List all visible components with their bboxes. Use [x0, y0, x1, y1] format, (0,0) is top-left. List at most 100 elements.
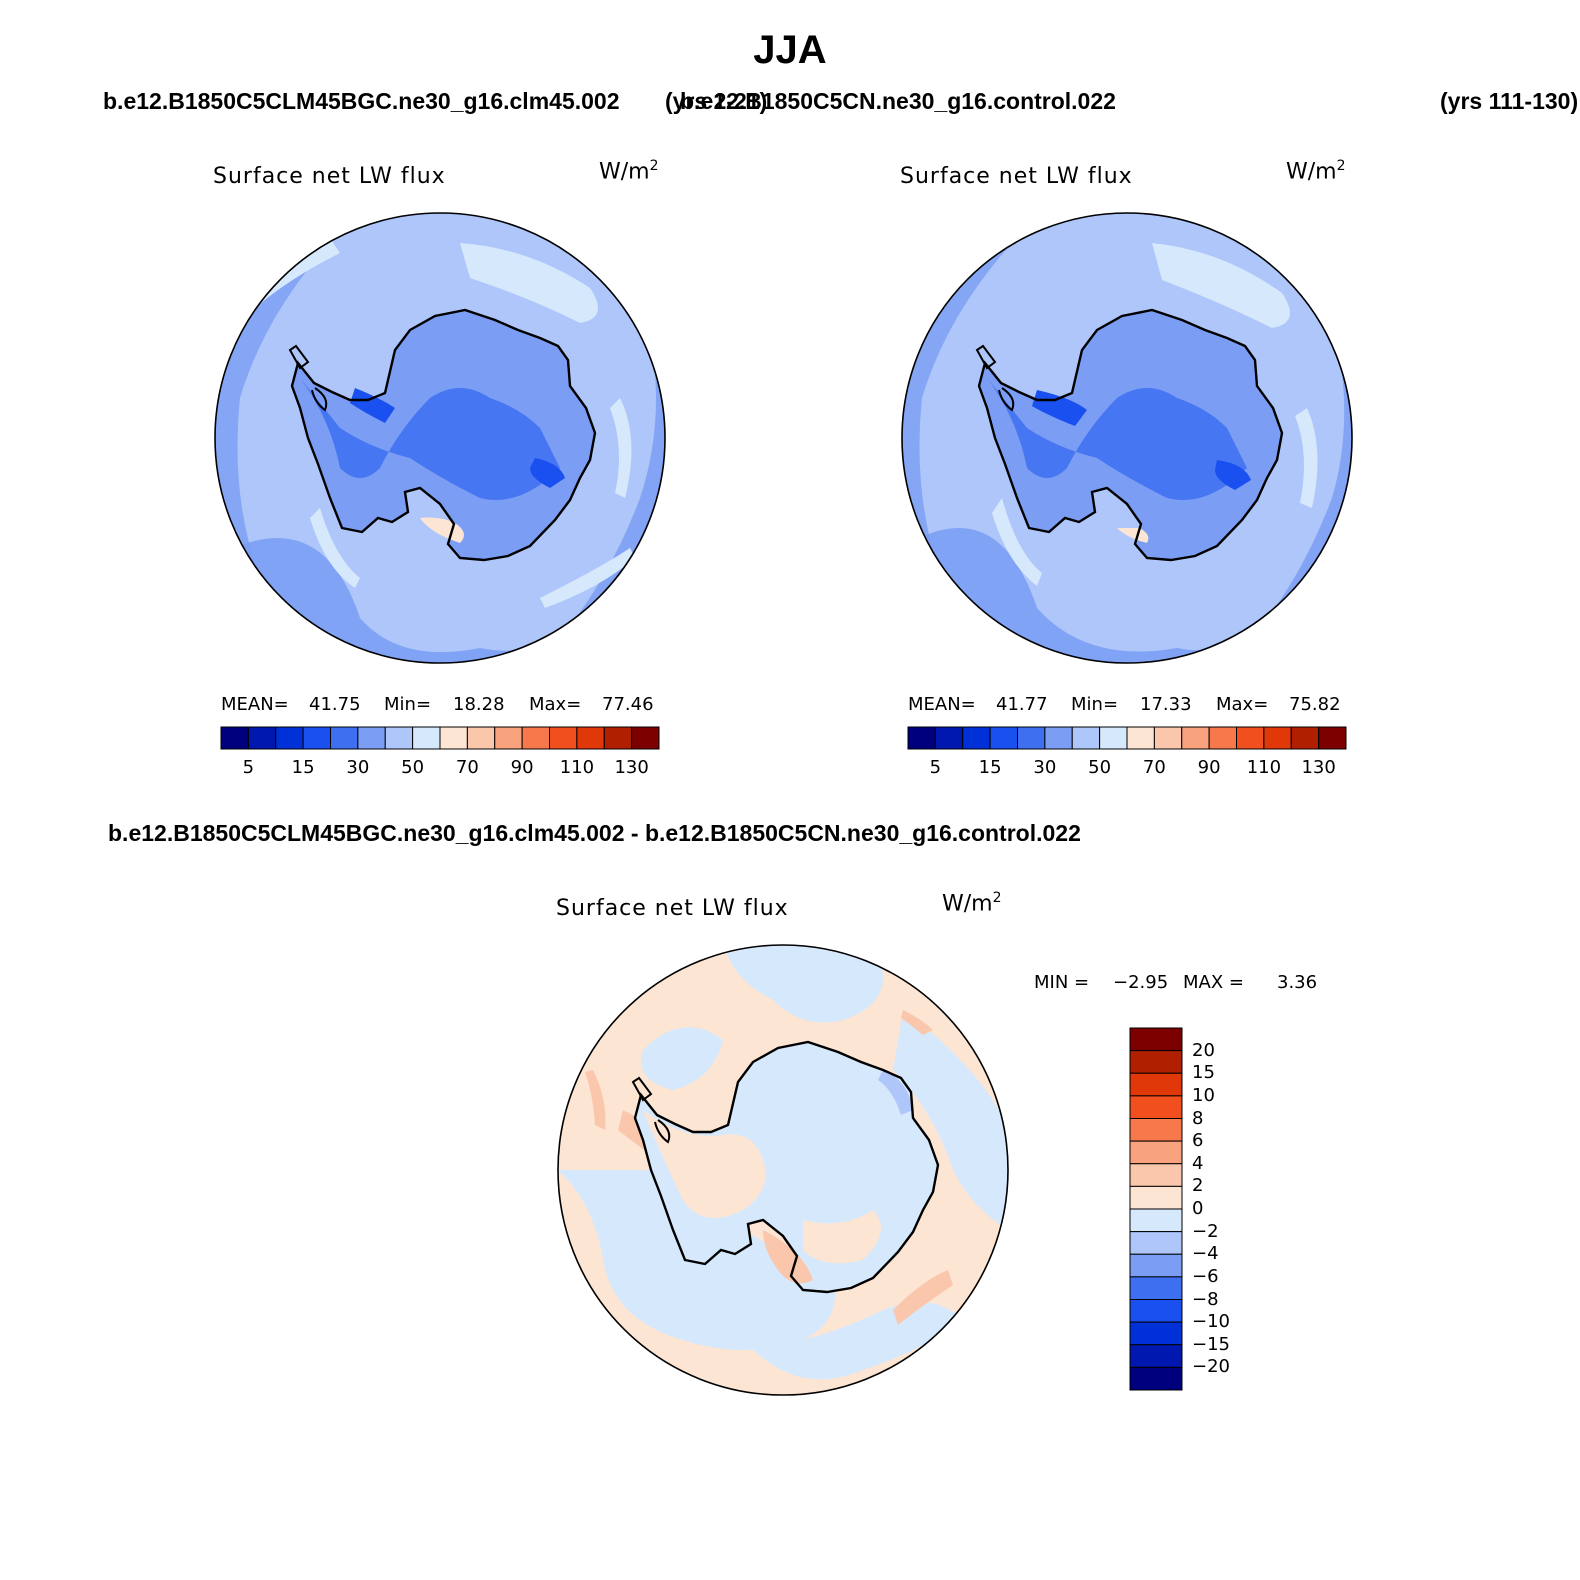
colorbar1-swatch	[247, 726, 277, 750]
map2-border	[901, 212, 1353, 664]
panel2-mean-label: MEAN=	[908, 694, 976, 715]
diff-warm-patch	[893, 1270, 953, 1325]
case-name-left: b.e12.B1850C5CLM45BGC.ne30_g16.clm45.002	[103, 88, 620, 114]
colorbar2-tick-label: 50	[1088, 757, 1112, 778]
colorbar2-swatch	[1126, 726, 1155, 750]
map-panel-diff	[557, 944, 1009, 1396]
colorbar1-swatch	[275, 726, 304, 750]
panel1-min-label: Min=	[384, 694, 432, 715]
colorbar1-swatch	[220, 726, 249, 750]
map-panel-1	[214, 212, 666, 664]
diff-panel-units: W/m2	[942, 890, 1002, 917]
colorbar1-swatch	[494, 726, 523, 750]
panel1-min-value: 18.28	[453, 694, 505, 715]
colorbar2-swatch	[907, 726, 936, 750]
colorbar2-swatch	[1017, 726, 1046, 750]
colorbar-diff-swatch	[1129, 1163, 1183, 1187]
diff-min-value: −2.95	[1113, 972, 1169, 993]
colorbar2-swatch	[934, 726, 964, 750]
map2-warm-patch	[1117, 528, 1149, 543]
colorbar-diff-swatch	[1129, 1299, 1183, 1323]
colorbar-diff-swatch	[1129, 1118, 1183, 1142]
colorbar-diff-label: 10	[1192, 1084, 1215, 1106]
panel1-title: Surface net LW flux	[213, 164, 446, 189]
colorbar-diff-label: 4	[1192, 1152, 1204, 1174]
colorbar1-tick-label: 110	[559, 757, 595, 778]
colorbar-diff-swatch	[1129, 1208, 1183, 1233]
colorbar2-swatch	[989, 726, 1018, 750]
colorbar-diff-swatch	[1129, 1185, 1183, 1210]
colorbar2-swatch	[962, 726, 991, 750]
colorbar1-swatch	[466, 726, 496, 750]
colorbar-diff-swatch	[1129, 1027, 1183, 1052]
colorbar2-swatch	[1263, 726, 1292, 750]
colorbar2-swatch	[1071, 726, 1101, 750]
colorbar-diff-label: −4	[1192, 1243, 1219, 1265]
colorbar-diff-label: 6	[1192, 1130, 1204, 1152]
diff-max-label: MAX =	[1183, 972, 1244, 993]
colorbar-diff-swatch	[1129, 1140, 1183, 1165]
panel1-units: W/m2	[599, 158, 659, 185]
colorbar-diff-swatch	[1129, 1276, 1183, 1300]
colorbar2-swatch	[1153, 726, 1183, 750]
colorbar-diff-swatch	[1129, 1253, 1183, 1278]
panel2-mean-value: 41.77	[996, 694, 1048, 715]
panel2-max-label: Max=	[1216, 694, 1269, 715]
colorbar2-swatch	[1099, 726, 1128, 750]
colorbar1-tick-label: 130	[614, 757, 649, 778]
map2-light-band	[1152, 243, 1290, 328]
panel2-units: W/m2	[1286, 158, 1346, 185]
colorbar-diff-label: −15	[1192, 1333, 1230, 1355]
colorbar-diff-swatch	[1129, 1072, 1183, 1097]
colorbar-diff-label: 2	[1192, 1175, 1204, 1197]
colorbar2-swatch	[1208, 726, 1237, 750]
colorbar1-swatch	[330, 726, 359, 750]
colorbar1-swatch	[576, 726, 605, 750]
colorbar-diff-swatch	[1129, 1231, 1183, 1255]
colorbar-panel-2	[907, 726, 1347, 750]
panel2-min-value: 17.33	[1140, 694, 1192, 715]
colorbar-diff-label: 15	[1192, 1062, 1215, 1084]
map1-light-band	[460, 243, 598, 323]
colorbar2-swatch	[1318, 726, 1347, 750]
diff-map-border	[557, 944, 1009, 1396]
colorbar-diff	[1129, 1027, 1183, 1391]
colorbar-diff-label: −6	[1192, 1265, 1219, 1287]
colorbar-diff-label: −20	[1192, 1356, 1230, 1378]
colorbar2-swatch	[1290, 726, 1320, 750]
colorbar1-tick-label: 70	[455, 757, 479, 778]
colorbar-diff-label: 0	[1192, 1198, 1204, 1219]
colorbar2-tick-label: 15	[978, 757, 1002, 778]
colorbar1-swatch	[357, 726, 386, 750]
colorbar2-tick-label: 70	[1142, 757, 1166, 778]
panel1-mean-value: 41.75	[309, 694, 361, 715]
years-left: (yrs 2-21)	[665, 88, 768, 114]
colorbar-diff-label: −2	[1192, 1220, 1219, 1242]
case-name-right: b.e12.B1850C5CN.ne30_g16.control.022	[680, 88, 1116, 114]
colorbar1-swatch	[521, 726, 550, 750]
colorbar-diff-swatch	[1129, 1321, 1183, 1346]
colorbar1-swatch	[603, 726, 633, 750]
colorbar2-tick-label: 130	[1301, 757, 1336, 778]
colorbar1-tick-label: 15	[291, 757, 315, 778]
colorbar1-swatch	[439, 726, 468, 750]
map-panel-2	[901, 212, 1353, 664]
panel1-max-label: Max=	[529, 694, 582, 715]
diff-panel-title: Surface net LW flux	[556, 896, 789, 921]
colorbar1-swatch	[549, 726, 578, 750]
panel1-max-value: 77.46	[602, 694, 654, 715]
colorbar1-swatch	[302, 726, 331, 750]
colorbar-diff-swatch	[1129, 1050, 1183, 1074]
colorbar2-tick-label: 5	[929, 757, 942, 778]
colorbar1-swatch	[631, 726, 660, 750]
diff-case-title: b.e12.B1850C5CLM45BGC.ne30_g16.clm45.002…	[108, 820, 1081, 846]
colorbar-panel-1	[220, 726, 660, 750]
colorbar-diff-swatch	[1129, 1366, 1183, 1391]
colorbar1-tick-label: 5	[242, 757, 255, 778]
colorbar-diff-label: 20	[1192, 1039, 1215, 1061]
panel2-max-value: 75.82	[1289, 694, 1341, 715]
colorbar2-swatch	[1236, 726, 1265, 750]
years-right: (yrs 111-130)	[1440, 88, 1579, 114]
colorbar2-swatch	[1181, 726, 1210, 750]
colorbar1-tick-label: 90	[510, 757, 534, 778]
